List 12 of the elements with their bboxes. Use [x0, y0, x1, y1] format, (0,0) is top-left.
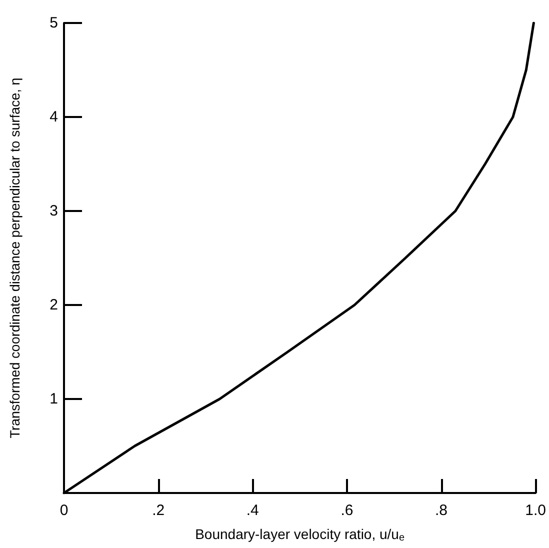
y-axis-title: Transformed coordinate distance perpendicular to surface, η — [8, 78, 22, 438]
y-tick-label: 1 — [50, 390, 58, 408]
y-tick-label: 3 — [50, 202, 58, 220]
y-tick-label: 4 — [50, 108, 58, 126]
x-tick-label: 0 — [60, 502, 68, 519]
x-tick-label: .6 — [340, 502, 354, 519]
x-tick-label: .2 — [152, 502, 165, 519]
x-tick-label: .4 — [246, 502, 259, 519]
y-tick-label: 2 — [50, 296, 58, 314]
y-tick-label: 5 — [50, 14, 58, 32]
x-tick-label: 1.0 — [525, 502, 546, 519]
x-tick-label: .8 — [435, 502, 448, 519]
